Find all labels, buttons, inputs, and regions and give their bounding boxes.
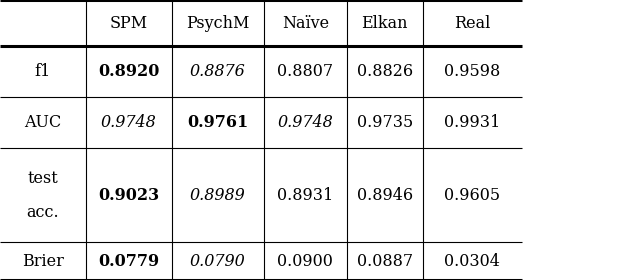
Text: 0.8989: 0.8989: [190, 187, 245, 204]
Text: 0.8946: 0.8946: [357, 187, 413, 204]
Text: acc.: acc.: [27, 204, 59, 221]
Text: Brier: Brier: [22, 253, 64, 270]
Text: 0.9931: 0.9931: [444, 114, 501, 131]
Text: 0.0779: 0.0779: [98, 253, 160, 270]
Text: 0.8826: 0.8826: [357, 63, 413, 80]
Text: 0.9023: 0.9023: [98, 187, 160, 204]
Text: PsychM: PsychM: [186, 15, 249, 32]
Text: f1: f1: [35, 63, 51, 80]
Text: Elkan: Elkan: [361, 15, 408, 32]
Text: AUC: AUC: [24, 114, 62, 131]
Text: 0.8876: 0.8876: [190, 63, 245, 80]
Text: test: test: [27, 170, 59, 187]
Text: 0.9735: 0.9735: [357, 114, 413, 131]
Text: Real: Real: [454, 15, 490, 32]
Text: 0.9748: 0.9748: [277, 114, 333, 131]
Text: 0.0900: 0.0900: [277, 253, 333, 270]
Text: 0.8920: 0.8920: [98, 63, 160, 80]
Text: 0.9761: 0.9761: [187, 114, 249, 131]
Text: 0.8807: 0.8807: [277, 63, 333, 80]
Text: 0.8931: 0.8931: [277, 187, 333, 204]
Text: 0.0304: 0.0304: [445, 253, 500, 270]
Text: 0.9605: 0.9605: [444, 187, 501, 204]
Text: 0.9748: 0.9748: [101, 114, 156, 131]
Text: Naïve: Naïve: [282, 15, 329, 32]
Text: SPM: SPM: [110, 15, 148, 32]
Text: 0.0887: 0.0887: [357, 253, 413, 270]
Text: 0.9598: 0.9598: [444, 63, 501, 80]
Text: 0.0790: 0.0790: [190, 253, 245, 270]
